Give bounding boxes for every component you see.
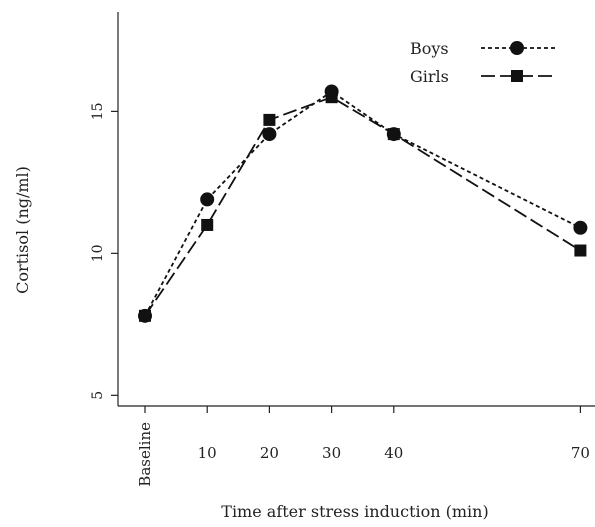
x-axis-label: Time after stress induction (min) (221, 502, 488, 521)
legend-marker-girls (511, 70, 523, 82)
y-ticks: 5 10 15 (90, 102, 118, 400)
legend-label-girls: Girls (410, 67, 449, 86)
x-tick-label: 10 (198, 444, 217, 462)
x-tick-label: Baseline (136, 422, 154, 487)
axes (117, 12, 595, 407)
point-girls (574, 244, 587, 257)
point-boys (200, 192, 215, 207)
x-tick-label: 40 (384, 444, 403, 462)
y-axis-label: Cortisol (ng/ml) (13, 166, 32, 294)
point-girls (139, 309, 151, 322)
legend-label-boys: Boys (410, 39, 449, 58)
series-lines (144, 90, 581, 317)
x-tick-label: 70 (571, 444, 590, 462)
x-tick-label: 20 (260, 444, 279, 462)
series-line-girls (144, 96, 581, 317)
point-girls (201, 218, 214, 231)
x-tick-label: 30 (322, 444, 341, 462)
y-tick-label: 5 (90, 391, 106, 400)
series-line-boys (144, 90, 581, 317)
x-ticks: Baseline 10 20 30 40 70 (136, 406, 590, 487)
legend-marker-boys (510, 41, 524, 55)
point-boys (573, 220, 588, 235)
point-boys (262, 127, 277, 142)
y-tick-label: 15 (90, 102, 106, 120)
series-markers (138, 84, 588, 323)
point-girls (325, 91, 338, 104)
point-girls (387, 128, 400, 141)
point-girls (263, 113, 276, 126)
legend: Boys Girls (410, 39, 555, 86)
y-tick-label: 10 (90, 244, 106, 262)
